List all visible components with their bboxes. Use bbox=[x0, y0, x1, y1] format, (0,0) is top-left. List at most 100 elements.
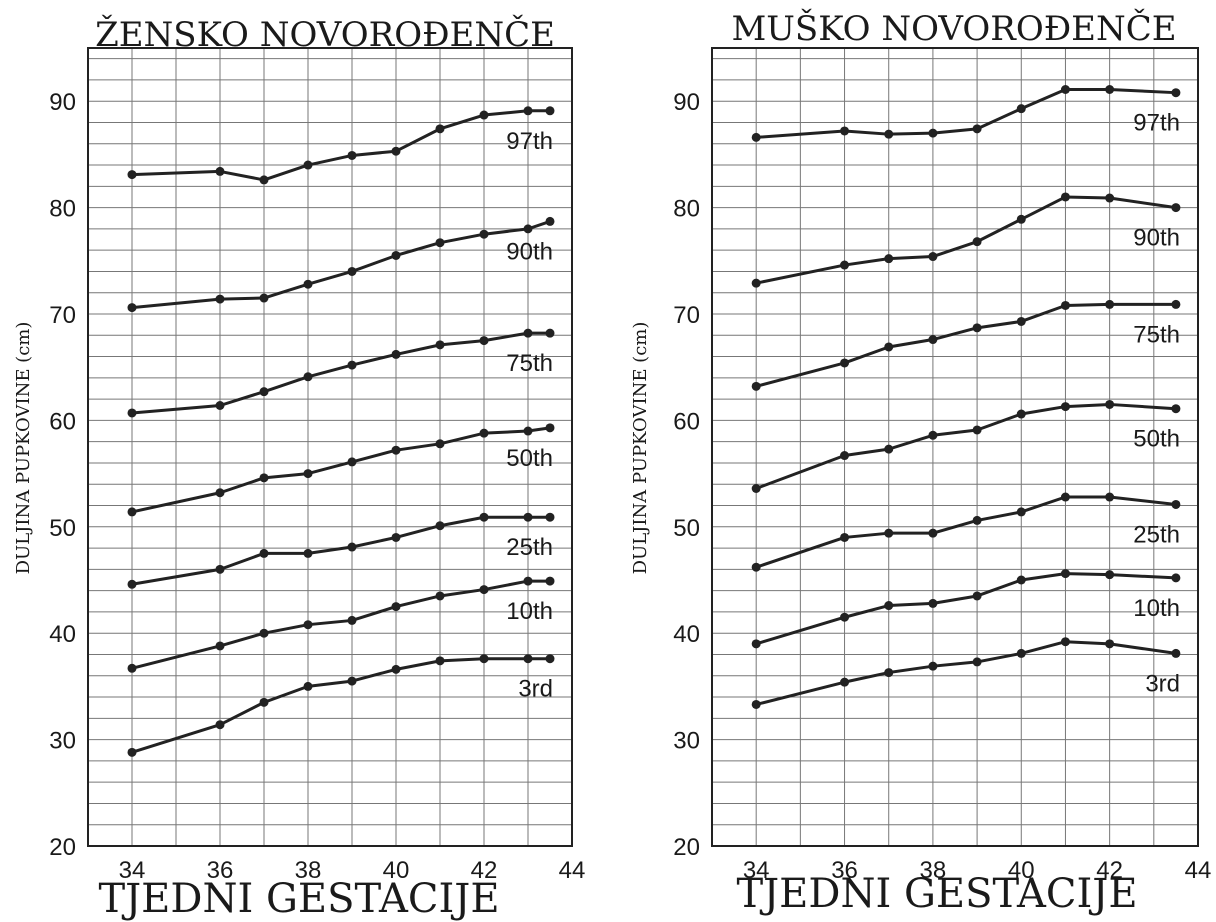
series-line-3rd bbox=[755, 640, 1177, 706]
y-tick-label: 70 bbox=[49, 302, 76, 329]
x-axis-label: TJEDNI GESTACIJE bbox=[98, 876, 499, 922]
data-point-25th bbox=[751, 562, 761, 572]
data-point-90th bbox=[928, 252, 938, 262]
grid bbox=[87, 47, 573, 847]
y-tick-label: 50 bbox=[673, 515, 700, 542]
data-point-97th bbox=[215, 166, 225, 176]
data-point-50th bbox=[479, 428, 489, 438]
x-tick-label: 38 bbox=[295, 857, 322, 884]
data-point-75th bbox=[1016, 316, 1026, 326]
data-point-25th bbox=[215, 564, 225, 574]
y-tick-label: 90 bbox=[49, 89, 76, 116]
x-tick-label: 44 bbox=[559, 857, 586, 884]
data-point-3rd bbox=[523, 654, 533, 664]
data-point-25th bbox=[884, 528, 894, 538]
data-point-90th bbox=[391, 250, 401, 260]
data-point-3rd bbox=[972, 657, 982, 667]
data-point-10th bbox=[259, 628, 269, 638]
series-line-50th bbox=[755, 402, 1177, 490]
data-point-10th bbox=[391, 602, 401, 612]
data-point-97th bbox=[840, 126, 850, 136]
chart-panel-female: ŽENSKO NOVOROĐENČE TJEDNI GESTACIJE DULJ… bbox=[13, 14, 585, 922]
data-point-50th bbox=[1105, 399, 1115, 409]
series-label-50th: 50th bbox=[506, 445, 553, 472]
data-point-25th bbox=[840, 532, 850, 542]
data-point-90th bbox=[435, 238, 445, 248]
data-point-3rd bbox=[1060, 637, 1070, 647]
y-tick-label: 40 bbox=[49, 621, 76, 648]
data-point-50th bbox=[545, 423, 555, 433]
y-axis-label: DULJINA PUPKOVINE (cm) bbox=[630, 322, 651, 575]
data-point-75th bbox=[884, 342, 894, 352]
series-label-90th: 90th bbox=[1133, 225, 1180, 252]
data-point-10th bbox=[545, 576, 555, 586]
series-label-10th: 10th bbox=[506, 598, 553, 625]
data-point-50th bbox=[1016, 409, 1026, 419]
data-point-50th bbox=[259, 473, 269, 483]
data-point-97th bbox=[1105, 84, 1115, 94]
data-point-90th bbox=[751, 278, 761, 288]
series-line-3rd bbox=[131, 657, 550, 754]
y-axis-label: DULJINA PUPKOVINE (cm) bbox=[13, 322, 34, 575]
data-point-25th bbox=[347, 542, 357, 552]
data-point-90th bbox=[545, 216, 555, 226]
data-point-50th bbox=[884, 444, 894, 454]
data-point-3rd bbox=[215, 720, 225, 730]
data-point-25th bbox=[1060, 492, 1070, 502]
plot-frame bbox=[87, 47, 573, 847]
data-point-97th bbox=[347, 150, 357, 160]
y-tick-label: 90 bbox=[673, 89, 700, 116]
data-point-90th bbox=[127, 303, 137, 313]
data-point-75th bbox=[347, 360, 357, 370]
data-point-50th bbox=[523, 426, 533, 436]
data-point-75th bbox=[479, 336, 489, 346]
data-point-75th bbox=[1060, 300, 1070, 310]
x-tick-label: 36 bbox=[831, 857, 858, 884]
data-point-10th bbox=[523, 576, 533, 586]
y-tick-label: 80 bbox=[49, 196, 76, 223]
series-line-90th bbox=[131, 220, 551, 310]
x-tick-label: 34 bbox=[119, 857, 146, 884]
data-point-97th bbox=[1060, 84, 1070, 94]
data-point-10th bbox=[840, 612, 850, 622]
series-line-75th bbox=[131, 331, 550, 415]
x-tick-label: 40 bbox=[1008, 857, 1035, 884]
data-point-75th bbox=[523, 328, 533, 338]
series-label-3rd: 3rd bbox=[518, 676, 553, 703]
data-point-3rd bbox=[259, 697, 269, 707]
data-point-90th bbox=[884, 254, 894, 264]
x-tick-label: 38 bbox=[920, 857, 947, 884]
data-point-90th bbox=[840, 260, 850, 270]
data-point-25th bbox=[259, 548, 269, 558]
data-point-90th bbox=[215, 294, 225, 304]
data-point-75th bbox=[840, 358, 850, 368]
data-point-25th bbox=[972, 515, 982, 525]
data-point-10th bbox=[1171, 573, 1181, 583]
data-point-75th bbox=[391, 349, 401, 359]
data-point-75th bbox=[1105, 299, 1115, 309]
tick-labels: 34 36 38 40 42 44 20 30 40 50 60 70 80 90 bbox=[673, 89, 1211, 884]
chart-panel-male: MUŠKO NOVOROĐENČE TJEDNI GESTACIJE DULJI… bbox=[630, 8, 1211, 917]
data-point-97th bbox=[523, 106, 533, 116]
series-line-50th bbox=[131, 426, 551, 514]
data-point-10th bbox=[127, 663, 137, 673]
data-point-90th bbox=[1105, 193, 1115, 203]
data-point-10th bbox=[884, 601, 894, 611]
data-point-10th bbox=[751, 639, 761, 649]
data-point-3rd bbox=[1016, 648, 1026, 658]
y-tick-label: 80 bbox=[673, 196, 700, 223]
x-tick-label: 40 bbox=[383, 857, 410, 884]
series-line-25th bbox=[755, 495, 1177, 569]
data-point-10th bbox=[435, 591, 445, 601]
data-point-75th bbox=[751, 381, 761, 391]
data-point-3rd bbox=[391, 664, 401, 674]
data-point-97th bbox=[127, 170, 137, 180]
data-point-3rd bbox=[840, 677, 850, 687]
data-point-25th bbox=[303, 548, 313, 558]
y-tick-label: 70 bbox=[673, 302, 700, 329]
data-point-50th bbox=[435, 439, 445, 449]
y-tick-label: 20 bbox=[49, 834, 76, 861]
data-point-97th bbox=[884, 129, 894, 139]
series-label-25th: 25th bbox=[1133, 521, 1180, 548]
